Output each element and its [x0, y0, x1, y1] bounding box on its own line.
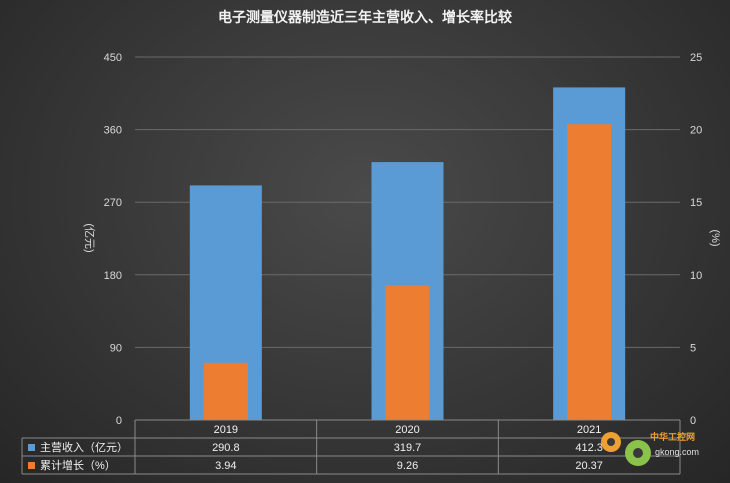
category-label: 2020: [395, 424, 419, 436]
legend-swatch: [28, 462, 35, 469]
right-tick-label: 0: [690, 415, 696, 427]
growth-bar: [567, 124, 612, 420]
watermark-sub: gkong.com: [655, 447, 699, 457]
category-label: 2019: [214, 424, 238, 436]
right-tick-label: 5: [690, 342, 696, 354]
watermark: 中华工控网 gkong.com: [601, 431, 699, 466]
left-axis-label: (亿元): [83, 223, 96, 252]
left-tick-label: 0: [116, 415, 122, 427]
right-tick-label: 15: [690, 197, 702, 209]
growth-bar: [385, 285, 430, 420]
table-cell: 20.37: [575, 460, 603, 472]
chart-title: 电子测量仪器制造近三年主营收入、增长率比较: [218, 9, 512, 25]
growth-bar: [203, 362, 248, 420]
left-tick-label: 180: [104, 270, 122, 282]
category-label: 2021: [577, 424, 601, 436]
legend-label: 主营收入（亿元）: [40, 440, 128, 454]
table-cell: 3.94: [215, 460, 236, 472]
legend-swatch: [28, 444, 35, 451]
legend-label: 累计增长（%）: [40, 458, 116, 472]
growth-bars: [203, 124, 612, 420]
table-cell: 9.26: [397, 460, 418, 472]
left-tick-label: 90: [110, 342, 122, 354]
table-cell: 412.3: [575, 442, 603, 454]
watermark-text: 中华工控网: [650, 431, 695, 442]
gear-hole: [607, 438, 615, 446]
right-tick-label: 10: [690, 270, 702, 282]
table-cell: 319.7: [394, 442, 422, 454]
left-tick-label: 270: [104, 197, 122, 209]
gear-hole-large: [633, 448, 643, 458]
table-cell: 290.8: [212, 442, 240, 454]
right-axis-label: (%): [709, 229, 721, 246]
left-tick-label: 360: [104, 125, 122, 137]
left-axis-ticks: 0 90 180 270 360 450: [104, 52, 122, 427]
left-tick-label: 450: [104, 52, 122, 64]
right-tick-label: 25: [690, 52, 702, 64]
right-axis-ticks: 0 5 10 15 20 25: [690, 52, 702, 427]
right-tick-label: 20: [690, 125, 702, 137]
data-table: 2019 2020 2021 主营收入（亿元） 290.8 319.7 412.3 累计增长（…: [21, 419, 681, 475]
